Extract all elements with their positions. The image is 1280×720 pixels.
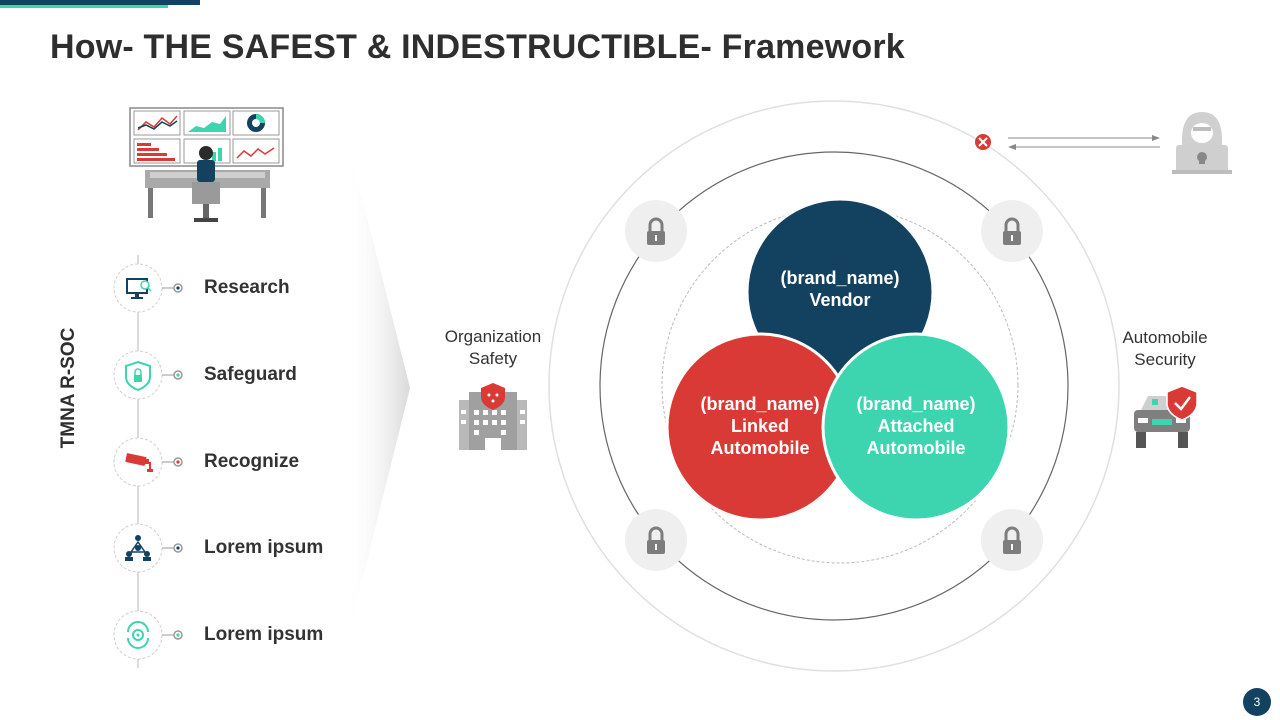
operator-workstation-icon	[129, 107, 284, 222]
blocked-icon	[975, 134, 991, 150]
cctv-camera-icon	[125, 453, 153, 472]
attached-automobile-text: (brand_name) Attached Automobile	[856, 394, 976, 458]
venn-boundary	[661, 206, 1019, 564]
lock-icon	[981, 509, 1043, 571]
gear-cycle-icon	[127, 621, 149, 649]
lock-icon	[981, 200, 1043, 262]
organization-safety-label: Organization Safety	[444, 327, 542, 368]
inner-ring	[599, 151, 1069, 621]
step-connectors	[162, 283, 183, 640]
step-label-4: Lorem ipsum	[204, 537, 324, 558]
step-label-safeguard: Safeguard	[204, 364, 297, 385]
bidirectional-arrow-icon	[1008, 135, 1160, 150]
car-shield-icon	[1134, 385, 1198, 448]
vendor-text: (brand_name) Vendor	[780, 268, 900, 310]
page-number: 3	[1243, 688, 1271, 716]
attached-automobile-circle	[821, 332, 1011, 522]
building-shield-icon	[459, 383, 527, 450]
top-accent-bar	[0, 0, 200, 5]
outer-ring	[548, 100, 1120, 672]
chevron-divider	[345, 130, 410, 650]
step-label-recognize: Recognize	[204, 451, 300, 472]
top-accent-bar-teal	[0, 5, 168, 8]
linked-automobile-text: (brand_name) Linked Automobile	[700, 394, 820, 458]
step-label-research: Research	[204, 277, 290, 298]
step-label-5: Lorem ipsum	[204, 624, 324, 645]
monitor-search-icon	[126, 278, 152, 299]
lock-badges	[625, 200, 1043, 571]
automobile-security-label: Automobile Security	[1122, 328, 1208, 369]
hacker-icon	[1172, 112, 1232, 174]
lock-icon	[625, 200, 687, 262]
lock-icon	[625, 509, 687, 571]
vertical-label: TMNA R-SOC	[58, 327, 79, 449]
team-network-icon	[125, 535, 151, 561]
page-title: How- THE SAFEST & INDESTRUCTIBLE- Framew…	[50, 28, 905, 66]
shield-lock-icon	[125, 360, 151, 392]
